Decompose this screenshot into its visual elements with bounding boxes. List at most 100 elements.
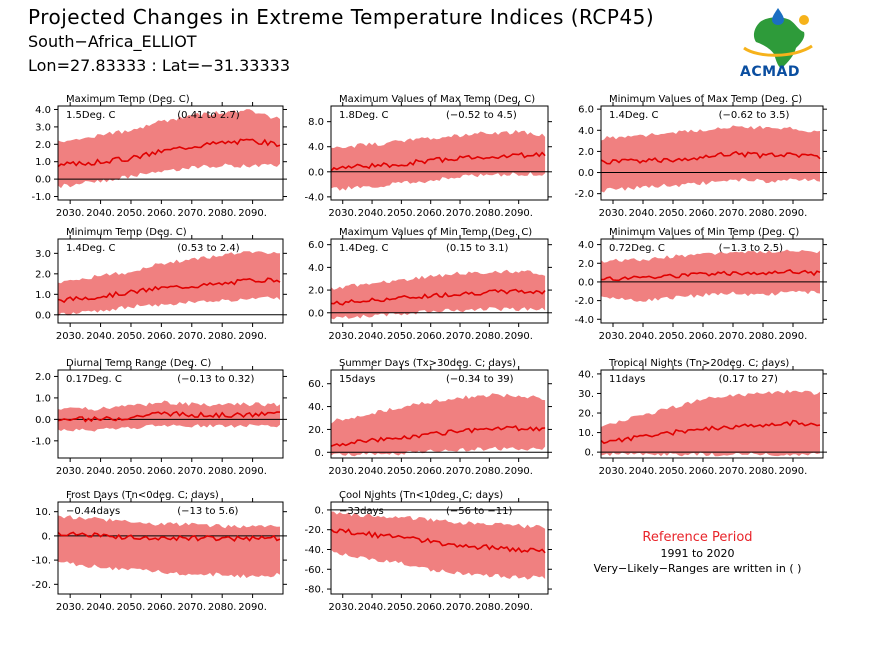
location-label: South−Africa_ELLIOT [28,32,197,51]
tropical-nights-xtick-label: 2030. [599,466,628,477]
cool-nights-title: Cool Nights (Tn<10deg. C; days) [339,490,503,501]
min-values-max-temp-xtick-label: 2080. [749,208,778,219]
tropical-nights-range-band [601,389,820,457]
tropical-nights-ytick-label: 0. [584,448,594,459]
min-values-max-temp-xtick-label: 2060. [689,208,718,219]
max-values-max-temp-xtick-label: 2060. [416,208,445,219]
max-values-max-temp-range-band [331,130,546,191]
logo-arc [743,44,813,57]
minimum-temp-mean-line [57,277,281,304]
cool-nights-xtick-label: 2070. [446,602,475,613]
minimum-temp-ytick-label: 2.0 [35,269,51,280]
cool-nights-ytick-label: -80. [304,585,324,596]
frost-days-xtick-label: 2080. [208,602,237,613]
min-values-min-temp-mean-line [600,269,821,282]
diurnal-temp-range-ytick-label: 2.0 [35,372,51,383]
tropical-nights-ytick-label: 40. [578,369,594,380]
cool-nights-mean-line [330,528,546,554]
max-values-min-temp-xtick-label: 2060. [416,331,445,342]
tropical-nights-xtick-label: 2080. [749,466,778,477]
diurnal-temp-range-range: (−0.13 to 0.32) [177,374,254,385]
cool-nights-xtick-label: 2060. [416,602,445,613]
minimum-temp-xtick-label: 2080. [208,331,237,342]
max-values-max-temp-frame [330,105,549,201]
frost-days-xtick-label: 2030. [56,602,85,613]
tropical-nights-xtick-label: 2090. [779,466,808,477]
min-values-min-temp-xtick-label: 2070. [719,331,748,342]
minimum-temp-xtick-label: 2060. [147,331,176,342]
frost-days-ytick-label: -20. [31,580,51,591]
maximum-temp-xtick-label: 2080. [208,208,237,219]
max-values-max-temp-xtick-label: 2050. [387,208,416,219]
minimum-temp-change: 1.4Deg. C [66,243,115,254]
maximum-temp-xtick-label: 2060. [147,208,176,219]
max-values-max-temp-xtick-label: 2070. [446,208,475,219]
min-values-max-temp-mean-line [600,150,821,165]
frost-days-xtick-label: 2040. [86,602,115,613]
maximum-temp-xtick-label: 2040. [86,208,115,219]
max-values-min-temp-xtick-label: 2080. [475,331,504,342]
minimum-temp-xtick-label: 2040. [86,331,115,342]
frost-days-change: −0.44days [66,506,120,517]
summer-days-mean-line [330,425,546,448]
min-values-min-temp-xtick-label: 2080. [749,331,778,342]
minimum-temp-xtick-label: 2030. [56,331,85,342]
max-values-min-temp-xtick-label: 2050. [387,331,416,342]
max-values-max-temp-xtick-label: 2080. [475,208,504,219]
cool-nights-ytick-label: -40. [304,545,324,556]
coordinates-label: Lon=27.83333 : Lat=−31.33333 [28,56,291,75]
min-values-max-temp-xtick-label: 2030. [599,208,628,219]
minimum-temp-range: (0.53 to 2.4) [177,243,239,254]
reference-title: Reference Period [642,530,753,545]
max-values-max-temp-mean-line [330,151,546,172]
minimum-temp-frame [57,238,284,324]
frost-days-xtick-label: 2050. [117,602,146,613]
max-values-max-temp-ytick-label: -4.0 [304,192,324,203]
maximum-temp-ytick-label: 4.0 [35,105,51,116]
max-values-min-temp-ytick-label: 2.0 [308,286,324,297]
frost-days-xtick-label: 2090. [238,602,267,613]
diurnal-temp-range-ytick-label: 1.0 [35,393,51,404]
min-values-max-temp-ytick-label: 4.0 [578,126,594,137]
frost-days-ytick-label: -10. [31,556,51,567]
max-values-max-temp-change: 1.8Deg. C [339,110,388,121]
min-values-max-temp-xtick-label: 2050. [659,208,688,219]
cool-nights-frame [330,501,549,595]
summer-days-ytick-label: 60. [308,379,324,390]
max-values-max-temp-ytick-label: 0.0 [308,167,324,178]
min-values-min-temp-title: Minimum Values of Min Temp (Deg. C) [609,227,799,238]
summer-days-xtick-label: 2050. [387,466,416,477]
minimum-temp-xtick-label: 2070. [177,331,206,342]
min-values-max-temp-xtick-label: 2070. [719,208,748,219]
acmad-logo-text: ACMAD [740,64,800,80]
min-values-min-temp-range: (−1.3 to 2.5) [719,243,783,254]
tropical-nights-range: (0.17 to 27) [719,374,778,385]
diurnal-temp-range-xtick-label: 2040. [86,466,115,477]
maximum-temp-xtick-label: 2070. [177,208,206,219]
max-values-min-temp-frame [330,238,549,324]
max-values-min-temp-title: Maximum Values of Min Temp (Deg. C) [339,227,532,238]
diurnal-temp-range-xtick-label: 2070. [177,466,206,477]
summer-days-xtick-label: 2080. [475,466,504,477]
frost-days-ytick-label: 10. [35,507,51,518]
minimum-temp-range-band [58,251,280,317]
diurnal-temp-range-frame [57,369,284,459]
max-values-min-temp-ytick-label: 0.0 [308,308,324,319]
africa-map-logo [743,8,813,68]
reference-legend: Reference Period 1991 to 2020 Very−Likel… [585,530,810,575]
tropical-nights-xtick-label: 2050. [659,466,688,477]
frost-days-xtick-label: 2060. [147,602,176,613]
tropical-nights-ytick-label: 10. [578,428,594,439]
tropical-nights-xtick-label: 2070. [719,466,748,477]
min-values-max-temp-ytick-label: 6.0 [578,105,594,116]
maximum-temp-frame [57,105,284,201]
cool-nights-ytick-label: 0. [314,505,324,516]
summer-days-change: 15days [339,374,375,385]
min-values-min-temp-xtick-label: 2090. [779,331,808,342]
summer-days-range-band [331,393,546,457]
tropical-nights-change: 11days [609,374,645,385]
cool-nights-change: −33days [339,506,384,517]
diurnal-temp-range-xtick-label: 2080. [208,466,237,477]
min-values-min-temp-xtick-label: 2050. [659,331,688,342]
cool-nights-range-band [331,511,546,580]
